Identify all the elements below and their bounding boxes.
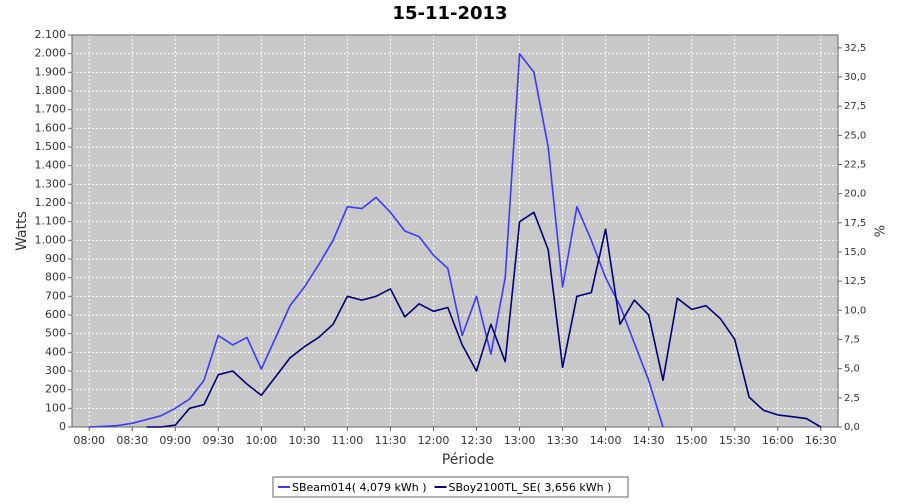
y-tick-label: 2.100 <box>35 28 67 41</box>
y2-tick-label: 17,5 <box>844 218 866 229</box>
y-tick-label: 500 <box>45 327 66 340</box>
y2-tick-label: 22,5 <box>844 160 866 171</box>
y-tick-label: 900 <box>45 252 66 265</box>
y-tick-label: 2.000 <box>35 47 67 60</box>
y-tick-label: 600 <box>45 308 66 321</box>
chart-title: 15-11-2013 <box>392 3 507 24</box>
x-tick-label: 10:00 <box>245 434 277 447</box>
y-tick-label: 1.600 <box>35 121 67 134</box>
y2-tick-label: 25,0 <box>844 130 866 141</box>
y2-tick-label: 5,0 <box>844 364 860 375</box>
y2-tick-label: 32,5 <box>844 43 866 54</box>
y2-tick-label: 10,0 <box>844 305 866 316</box>
y-tick-label: 1.000 <box>35 233 67 246</box>
y-tick-label: 400 <box>45 345 66 358</box>
x-tick-label: 13:30 <box>547 434 579 447</box>
y-tick-label: 1.300 <box>35 177 67 190</box>
y2-tick-label: 30,0 <box>844 72 866 83</box>
x-tick-label: 13:00 <box>504 434 536 447</box>
x-tick-label: 12:30 <box>461 434 493 447</box>
x-tick-label: 15:00 <box>676 434 708 447</box>
x-tick-label: 09:30 <box>202 434 234 447</box>
y2-tick-label: 15,0 <box>844 247 866 258</box>
y-tick-label: 1.700 <box>35 103 67 116</box>
y-tick-label: 700 <box>45 289 66 302</box>
y-tick-label: 100 <box>45 401 66 414</box>
y2-tick-label: 20,0 <box>844 189 866 200</box>
x-tick-label: 14:00 <box>590 434 622 447</box>
x-tick-label: 12:00 <box>418 434 450 447</box>
y-tick-label: 1.100 <box>35 215 67 228</box>
y-tick-label: 200 <box>45 383 66 396</box>
y-tick-label: 1.900 <box>35 65 67 78</box>
x-axis-title: Période <box>442 452 494 468</box>
series-line <box>146 211 822 428</box>
x-tick-label: 08:30 <box>116 434 148 447</box>
y-tick-label: 1.500 <box>35 140 67 153</box>
plot-area <box>72 35 838 427</box>
legend-label: SBeam014( 4,079 kWh ) <box>292 481 427 494</box>
y2-tick-label: 7,5 <box>844 335 860 346</box>
y-tick-label: 300 <box>45 364 66 377</box>
x-tick-label: 10:30 <box>289 434 321 447</box>
y2-tick-label: 27,5 <box>844 101 866 112</box>
plot-border <box>71 34 839 428</box>
y-tick-label: 1.800 <box>35 84 67 97</box>
legend <box>272 476 629 498</box>
y-tick-label: 1.200 <box>35 196 67 209</box>
y2-axis-title: % <box>874 225 889 237</box>
y-tick-label: 1.400 <box>35 159 67 172</box>
x-tick-label: 08:00 <box>73 434 105 447</box>
x-tick-label: 16:30 <box>805 434 837 447</box>
x-tick-label: 09:00 <box>159 434 191 447</box>
x-tick-label: 16:00 <box>762 434 794 447</box>
y2-tick-label: 0,0 <box>844 422 860 433</box>
series-line <box>89 52 664 428</box>
y-tick-label: 0 <box>59 420 66 433</box>
y-axis-title: Watts <box>14 211 30 251</box>
x-tick-label: 11:30 <box>375 434 407 447</box>
y-tick-label: 800 <box>45 271 66 284</box>
x-tick-label: 14:30 <box>633 434 665 447</box>
x-tick-label: 15:30 <box>719 434 751 447</box>
x-tick-label: 11:00 <box>332 434 364 447</box>
legend-label: SBoy2100TL_SE( 3,656 kWh ) <box>449 481 612 494</box>
y2-tick-label: 2,5 <box>844 393 860 404</box>
y2-tick-label: 12,5 <box>844 276 866 287</box>
